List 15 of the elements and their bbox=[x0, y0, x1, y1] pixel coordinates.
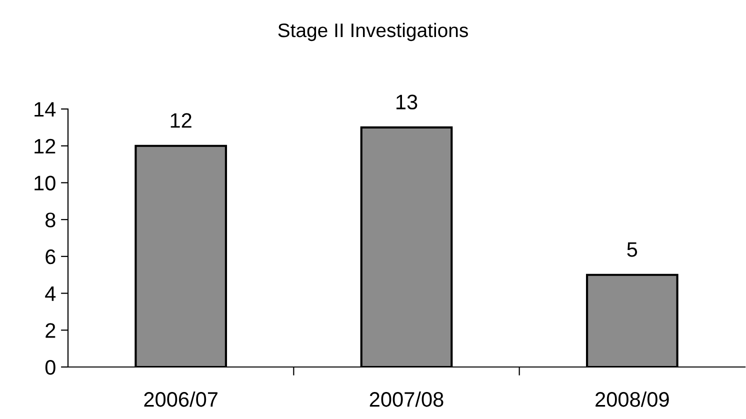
y-tick-label: 10 bbox=[34, 176, 56, 190]
x-tick-label: 2008/09 bbox=[596, 392, 669, 407]
y-tick-label: 2 bbox=[46, 323, 56, 338]
y-tick-label: 6 bbox=[46, 249, 56, 264]
chart-title: Stage II Investigations bbox=[278, 22, 468, 42]
y-tick-label: 0 bbox=[45, 360, 56, 375]
x-tick-label: 2006/07 bbox=[144, 392, 218, 407]
data-label: 12 bbox=[170, 113, 192, 128]
data-label: 13 bbox=[396, 94, 418, 110]
y-tick-label: 8 bbox=[46, 212, 56, 228]
x-tick-label: 2007/08 bbox=[370, 392, 444, 407]
y-tick-label: 4 bbox=[45, 286, 56, 301]
data-label: 5 bbox=[627, 242, 638, 257]
y-tick-label: 14 bbox=[34, 102, 56, 117]
y-tick-label: 12 bbox=[34, 138, 56, 154]
